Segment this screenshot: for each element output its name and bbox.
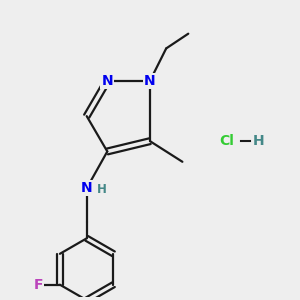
Text: N: N	[144, 74, 156, 88]
Text: N: N	[81, 181, 92, 195]
Text: H: H	[253, 134, 265, 148]
Text: Cl: Cl	[219, 134, 234, 148]
Text: F: F	[34, 278, 43, 292]
Text: H: H	[97, 183, 107, 196]
Text: N: N	[101, 74, 113, 88]
